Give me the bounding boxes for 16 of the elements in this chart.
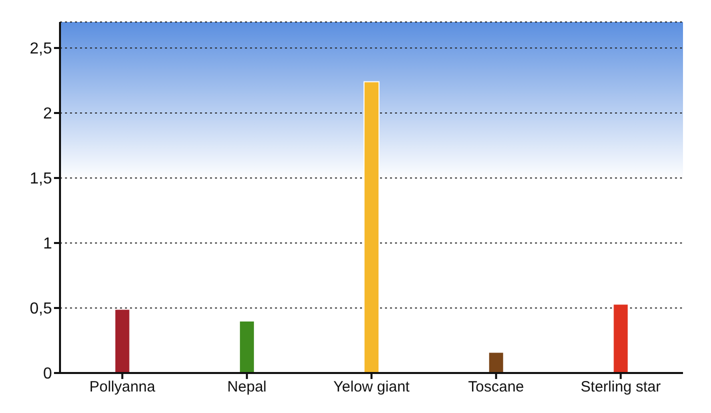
- bar: [114, 308, 130, 373]
- bar: [238, 320, 255, 373]
- y-tick-label: 0: [43, 366, 52, 383]
- bar: [612, 304, 629, 373]
- bar: [364, 81, 380, 373]
- x-tick-label: Sterling star: [580, 378, 661, 396]
- x-tick-label: Toscane: [468, 378, 524, 396]
- y-tick-label: 2: [43, 106, 52, 123]
- y-tick-label: 0,5: [30, 300, 52, 318]
- x-tick-label: Yelow giant: [333, 378, 410, 396]
- y-tick-label: 1,5: [30, 170, 52, 188]
- y-tick-label: 1: [43, 236, 52, 253]
- x-tick-label: Nepal: [227, 378, 266, 396]
- bar: [488, 352, 504, 373]
- y-tick-label: 2,5: [30, 40, 52, 58]
- x-tick-label: Pollyanna: [89, 378, 156, 396]
